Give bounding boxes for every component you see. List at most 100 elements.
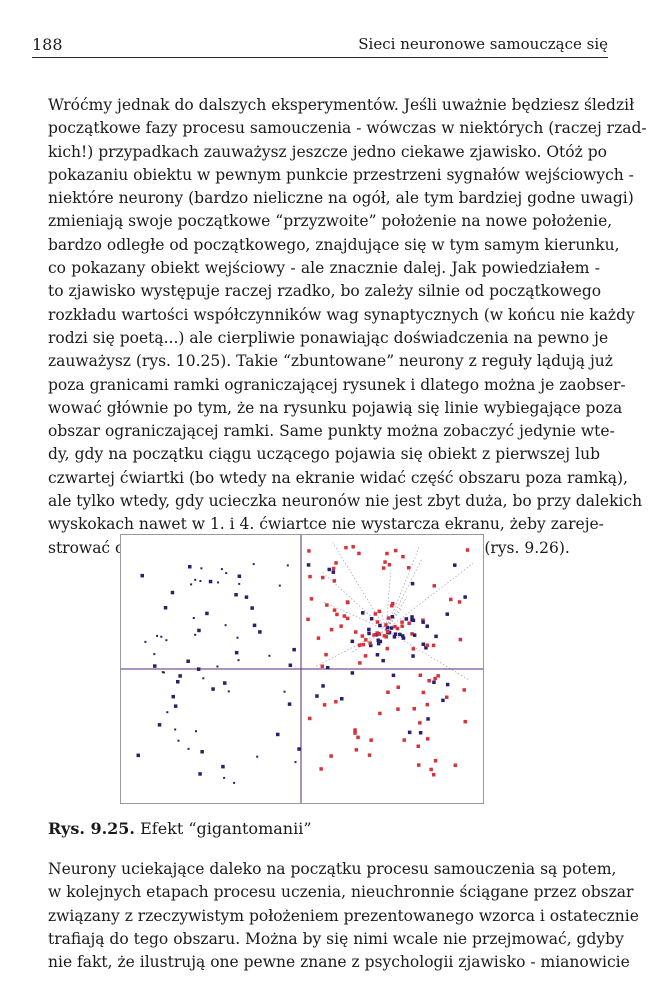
neuron-point [256, 755, 259, 758]
neuron-point [391, 673, 396, 678]
neuron-point [393, 548, 398, 553]
neuron-point [351, 545, 355, 549]
neuron-point [411, 647, 416, 651]
neuron-point [288, 663, 293, 667]
neuron-point [306, 563, 311, 567]
neuron-point [287, 702, 292, 706]
caption-text: Efekt “gigantomanii” [140, 819, 312, 838]
neuron-point [227, 690, 230, 693]
escape-trail [385, 596, 408, 631]
neuron-point [373, 612, 378, 616]
neuron-point [187, 747, 190, 750]
neuron-point [309, 597, 314, 601]
text-line: pokazaniu obiektu w pewnym punkcie przes… [48, 165, 634, 184]
neuron-point [208, 579, 213, 584]
neuron-point [376, 632, 380, 636]
neuron-point [401, 554, 405, 559]
neuron-point [186, 659, 190, 663]
figure-caption: Rys. 9.25. Efekt “gigantomanii” [48, 819, 312, 838]
text-line: rodzi się poetą...) ale cierpliwie ponaw… [48, 328, 609, 347]
neuron-point [196, 667, 201, 671]
neuron-point [376, 638, 380, 642]
neuron-point [353, 731, 357, 735]
text-line: zauważysz (rys. 10.25). Takie “zbuntowan… [48, 352, 613, 371]
neuron-point [357, 643, 362, 647]
neuron-point [426, 737, 430, 741]
neuron-point [200, 567, 203, 570]
neuron-point [276, 732, 280, 737]
neuron-point [170, 590, 175, 595]
neuron-point [385, 626, 390, 630]
neuron-point [223, 681, 227, 685]
neuron-point [237, 574, 242, 578]
neuron-point [463, 595, 467, 599]
neuron-point [381, 658, 385, 663]
neuron-point [297, 747, 301, 751]
neuron-point [432, 584, 436, 588]
neuron-point [340, 697, 344, 701]
text-line: bardzo odległe od początkowego, znajdują… [48, 235, 620, 254]
text-line: ale tylko wtedy, gdy ucieczka neuronów n… [48, 492, 643, 511]
neuron-point [449, 597, 453, 602]
escape-trail [322, 601, 387, 631]
neuron-point [421, 620, 425, 624]
neuron-point [418, 673, 423, 677]
neuron-point [400, 634, 405, 638]
neuron-point [136, 753, 140, 758]
neuron-point [194, 578, 197, 581]
neuron-point [233, 781, 236, 784]
neuron-point [404, 617, 409, 621]
neuron-point [342, 614, 347, 618]
text-line: nie fakt, że ilustrują one pewne znane z… [48, 953, 630, 972]
neuron-point [234, 593, 238, 597]
neuron-point [198, 772, 202, 776]
neuron-point [176, 680, 180, 684]
page-header: 188 Sieci neuronowe samouczące się [32, 35, 608, 58]
neuron-point [315, 694, 319, 698]
neuron-point [361, 642, 365, 647]
neuron-point [416, 744, 420, 748]
text-line: niektóre neurony (bardzo nieliczne na og… [48, 189, 634, 208]
neuron-point [195, 730, 197, 733]
neuron-point [252, 623, 257, 628]
neuron-point [457, 600, 462, 604]
neuron-point [407, 621, 411, 625]
neuron-point [400, 620, 404, 624]
neuron-point [383, 560, 387, 564]
neuron-point [163, 606, 168, 610]
neuron-point [393, 632, 398, 636]
neuron-point [402, 738, 406, 742]
neuron-point [367, 753, 372, 757]
neuron-point [375, 620, 380, 624]
neuron-point [364, 638, 368, 642]
neuron-point [308, 574, 312, 579]
neuron-point [346, 600, 350, 605]
neuron-point [367, 627, 371, 632]
neuron-point [434, 634, 438, 639]
neuron-point [378, 639, 383, 644]
neuron-point [236, 636, 239, 639]
neuron-point [378, 623, 382, 628]
neuron-point [433, 676, 437, 681]
neuron-point [411, 618, 416, 623]
neuron-point [372, 633, 376, 637]
neuron-point [426, 717, 430, 721]
neuron-point [393, 624, 397, 629]
neuron-point [200, 750, 204, 754]
neuron-point [425, 624, 429, 628]
neuron-point [427, 679, 431, 683]
neuron-point [465, 548, 470, 552]
neuron-point [321, 575, 325, 580]
text-line: w kolejnych etapach procesu uczenia, nie… [48, 883, 634, 902]
neuron-point [433, 759, 438, 763]
neuron-point [238, 582, 241, 585]
neuron-point [161, 671, 164, 674]
neuron-point [278, 584, 281, 587]
neuron-point [221, 764, 225, 769]
neuron-point [339, 624, 343, 628]
neuron-point [384, 635, 388, 639]
neuron-point [382, 634, 387, 638]
neuron-point [412, 707, 416, 711]
neuron-point [395, 626, 400, 631]
neuron-point [250, 606, 254, 610]
